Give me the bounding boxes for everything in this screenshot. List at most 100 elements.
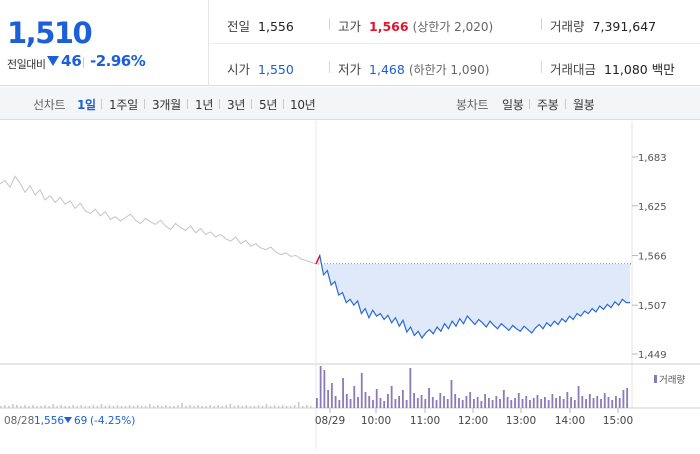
volume-bar — [581, 396, 584, 408]
volume-bar — [372, 400, 374, 408]
stat-amount: 거래대금 11,080 백만 — [550, 59, 675, 78]
prev-day-percent: (-4.25%) — [90, 415, 135, 427]
volume-bar — [92, 405, 95, 408]
volume-bar — [96, 406, 99, 408]
volume-bar — [454, 394, 457, 408]
volume-bar — [12, 404, 14, 408]
volume-bar — [345, 394, 348, 408]
volume-bar — [269, 406, 272, 408]
volume-bar — [424, 399, 427, 408]
stat-label: 거래량 — [550, 19, 585, 34]
volume-bar — [349, 399, 352, 408]
candle-weekly[interactable]: 주봉 — [537, 98, 559, 112]
volume-bar — [64, 406, 67, 408]
volume-bar — [334, 396, 337, 408]
volume-bar — [476, 397, 479, 408]
price-chart[interactable]: 1,683 1,625 1,566 1,507 1,449 08/29 10:00 11:0… — [0, 121, 700, 450]
volume-bar — [24, 405, 26, 408]
down-triangle-icon — [64, 417, 72, 423]
volume-bar — [257, 405, 260, 408]
period-5y[interactable]: 5년 — [259, 98, 278, 112]
candle-monthly[interactable]: 월봉 — [573, 98, 595, 112]
volume-bar — [28, 406, 30, 408]
volume-bar — [577, 386, 580, 408]
volume-bar — [342, 378, 344, 408]
divider — [251, 99, 252, 109]
volume-bar — [301, 406, 304, 408]
period-1y[interactable]: 1년 — [195, 98, 214, 112]
volume-bar — [316, 398, 318, 408]
volume-bar — [289, 406, 292, 408]
period-3m[interactable]: 3개월 — [152, 98, 181, 112]
volume-bar — [387, 394, 389, 408]
below-reference-area — [316, 255, 630, 339]
volume-bar — [261, 406, 264, 408]
volume-bar — [132, 406, 135, 408]
period-1d[interactable]: 1일 — [77, 98, 96, 112]
volume-bar — [611, 400, 614, 408]
stat-label: 저가 — [338, 62, 362, 77]
price-panel: 1,510 전일대비 46 -2.96% — [0, 0, 209, 86]
volume-bar — [233, 406, 236, 408]
divider — [329, 61, 330, 73]
volume-bar — [173, 406, 175, 408]
candle-daily[interactable]: 일봉 — [502, 98, 524, 112]
change-amount: 46 — [47, 52, 82, 70]
current-price: 1,510 — [7, 16, 93, 50]
volume-bar — [450, 380, 453, 408]
divider — [329, 18, 330, 30]
volume-bar — [128, 405, 131, 408]
divider — [210, 43, 700, 44]
change-label: 전일대비 — [7, 58, 46, 71]
y-tick-label: 1,566 — [638, 252, 667, 263]
volume-bar — [555, 398, 558, 408]
volume-bar — [116, 405, 119, 408]
volume-bar — [265, 404, 268, 408]
volume-bar — [547, 400, 550, 408]
volume-bar — [473, 399, 475, 408]
stat-label: 전일 — [227, 19, 251, 34]
volume-bar — [480, 401, 483, 408]
divider — [529, 99, 530, 109]
volume-bar — [217, 405, 219, 408]
prev-day-change: 69 — [74, 415, 87, 427]
divider — [565, 99, 566, 109]
line-chart-title: 선차트 — [33, 98, 66, 112]
volume-bar — [592, 398, 595, 408]
stat-high: 고가 1,566 (상한가 2,020) — [338, 16, 493, 35]
volume-bar — [357, 397, 359, 408]
volume-bar — [431, 397, 434, 408]
volume-bar — [330, 383, 333, 408]
volume-bar — [327, 390, 330, 408]
divider — [101, 99, 102, 109]
today-series-line — [315, 253, 630, 340]
stat-label: 고가 — [338, 19, 362, 34]
period-1w[interactable]: 1주일 — [109, 98, 138, 112]
volume-bar — [52, 404, 54, 408]
volume-bar — [622, 390, 625, 408]
volume-bar — [615, 396, 617, 408]
volume-bar — [420, 395, 423, 408]
volume-bar — [458, 398, 460, 408]
x-tick-label: 15:00 — [603, 415, 633, 427]
volume-bar — [499, 399, 501, 408]
stat-label: 시가 — [227, 62, 251, 77]
stat-value: 1,566 — [369, 19, 409, 34]
volume-bar — [8, 406, 10, 408]
stat-value: 1,556 — [258, 19, 294, 34]
volume-bar — [375, 389, 378, 408]
volume-bar — [80, 405, 83, 408]
stat-volume: 거래량 7,391,647 — [550, 16, 656, 35]
volume-bar — [428, 388, 430, 408]
volume-bar — [461, 400, 464, 408]
divider — [283, 99, 284, 109]
volume-bar — [245, 405, 248, 408]
change-percent: -2.96% — [90, 52, 146, 70]
volume-bar — [368, 396, 371, 408]
volume-bar — [88, 406, 91, 408]
volume-bar — [596, 396, 599, 408]
period-3y[interactable]: 3년 — [227, 98, 246, 112]
period-10y[interactable]: 10년 — [290, 98, 316, 112]
volume-bar — [237, 405, 240, 408]
volume-bar — [413, 393, 415, 408]
